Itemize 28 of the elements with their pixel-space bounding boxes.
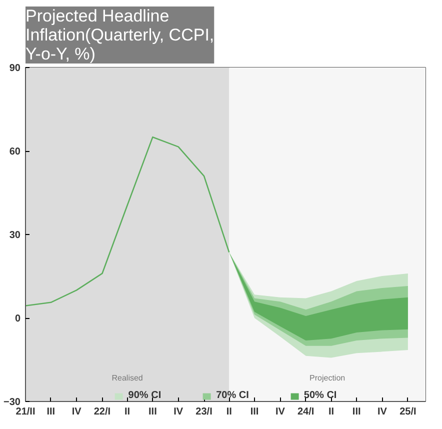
x-tick-label: 22/I: [94, 406, 111, 418]
x-tick-label: IV: [275, 406, 286, 418]
line-series: [26, 136, 230, 306]
y-tick-label: 60: [9, 146, 21, 158]
x-tick-label: 21/II: [16, 406, 36, 418]
y-tick-label: 90: [9, 63, 21, 74]
x-tick-label: 24/I: [297, 406, 314, 418]
x-tick-label: IV: [378, 406, 388, 418]
x-tick-label: 25/I: [400, 406, 416, 418]
y-tick-label: −30: [4, 397, 21, 408]
x-tick-label: 23/I: [196, 406, 213, 418]
y-tick-label: 30: [9, 230, 21, 241]
x-tick-label: IV: [174, 406, 184, 418]
x-tick-label: II: [328, 406, 334, 418]
legend-label: 70% CI: [216, 390, 249, 401]
x-tick-label: II: [124, 406, 130, 418]
x-tick-label: III: [148, 406, 158, 418]
band-label: Projection: [310, 374, 346, 382]
chart-title: Projected Headline Inflation(Quarterly, CCPI, Y-o-Y, %): [26, 6, 214, 64]
x-tick-label: III: [250, 406, 259, 418]
x-tick-label: II: [226, 406, 232, 418]
legend-label: 90% CI: [128, 390, 162, 401]
x-tick-label: IV: [72, 406, 82, 418]
band-label: Realised: [112, 374, 143, 382]
legend-label: 50% CI: [304, 390, 337, 401]
y-tick-label: 0: [14, 314, 21, 324]
x-tick-label: III: [352, 406, 361, 418]
x-tick-label: III: [46, 406, 56, 418]
